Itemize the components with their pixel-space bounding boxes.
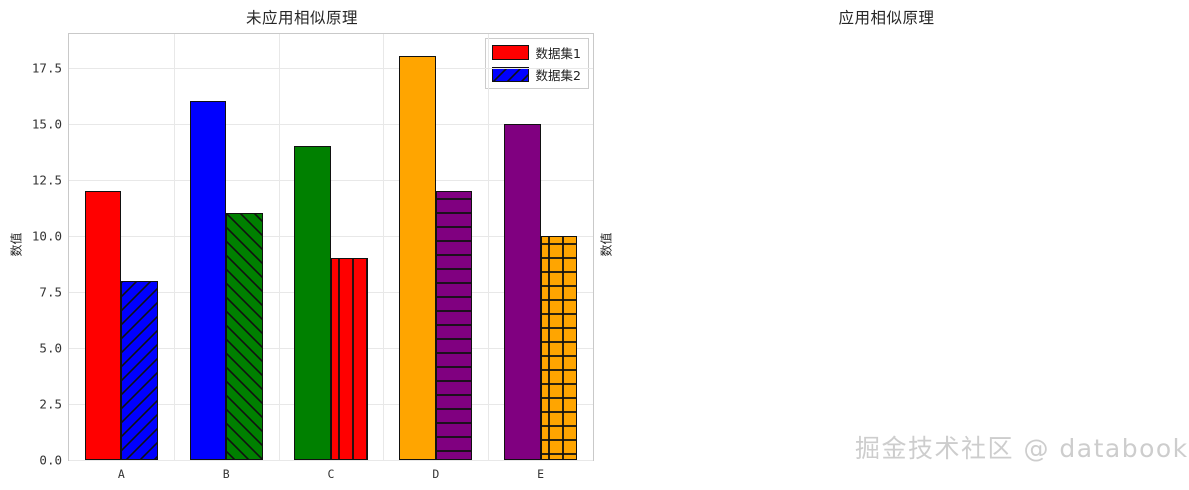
- y-axis-tick-label: 2.5: [39, 396, 62, 412]
- gridline-horizontal: [69, 460, 593, 461]
- bar-A-series2: [121, 280, 159, 460]
- chart-title-right: 应用相似原理: [838, 9, 935, 27]
- y-axis-tick-label: 12.5: [31, 172, 62, 188]
- chart-title-left: 未应用相似原理: [245, 9, 358, 27]
- bar-D-series1: [399, 56, 436, 460]
- bar-C-series2: [331, 258, 368, 460]
- plot-area-left: 数据集1 数据集2 0.0 2.5 5.0 7.5 10.0 12.5 15.0 17.5 A B…: [32, 33, 594, 481]
- y-axis-tick-label: 10.0: [31, 228, 62, 244]
- bar-E-series2: [540, 235, 578, 460]
- gridline-horizontal: [69, 123, 593, 125]
- y-axis-tick-label: 0.0: [39, 452, 62, 468]
- gridline-vertical: [488, 34, 490, 460]
- gridline-horizontal: [69, 235, 593, 237]
- legend-label: 数据集1: [535, 46, 581, 61]
- bar-A-series1: [84, 190, 122, 460]
- chart-panel-right: 应用相似原理 数据集1 数据集2 0.02.55.07.510.012.515.…: [600, 0, 1189, 490]
- y-axis-tick-label: 5.0: [39, 340, 62, 356]
- y-axis-label-right: 数值: [599, 232, 614, 257]
- gridline-vertical: [173, 34, 175, 460]
- gridline-horizontal: [69, 67, 593, 69]
- x-axis-tick-label: A: [117, 467, 125, 481]
- gridline-horizontal: [69, 179, 593, 181]
- bar-B-series2: [226, 213, 263, 460]
- y-axis-tick-label: 15.0: [31, 116, 62, 132]
- y-axis-tick-label: 17.5: [31, 60, 62, 76]
- bar-E-series1: [503, 123, 541, 460]
- legend-label: 数据集2: [535, 68, 581, 83]
- x-axis-tick-label: B: [222, 467, 230, 481]
- y-axis-label-left: 数值: [9, 232, 24, 257]
- x-axis-tick-label: D: [432, 467, 440, 481]
- bar-B-series1: [189, 101, 227, 460]
- legend-swatch-icon: [491, 45, 529, 60]
- legend-item[interactable]: 数据集2: [491, 65, 581, 84]
- x-axis-tick-label: C: [327, 467, 335, 481]
- bar-D-series2: [435, 190, 473, 460]
- gridline-vertical: [278, 34, 280, 460]
- y-axis-tick-label: 7.5: [39, 284, 62, 300]
- x-axis-tick-label: E: [537, 467, 545, 481]
- legend-item[interactable]: 数据集1: [491, 43, 581, 62]
- bar-C-series1: [294, 146, 331, 460]
- gridline-vertical: [383, 34, 385, 460]
- legend-swatch-icon: [491, 67, 529, 82]
- chart-panel-left: 未应用相似原理 数值 数据集1 数据集2 0.0 2.5 5.0 7.5 10.0 12.…: [9, 9, 594, 481]
- legend-left: 数据集1 数据集2: [484, 38, 589, 89]
